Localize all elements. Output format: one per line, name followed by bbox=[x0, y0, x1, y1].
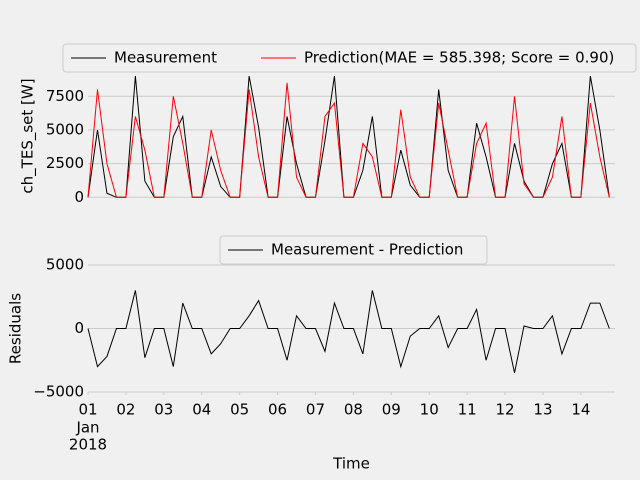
x-tick-label: 02 bbox=[116, 401, 135, 419]
y-axis-label: Residuals bbox=[7, 293, 25, 364]
data-line bbox=[87, 82, 610, 198]
x-tick-label: 04 bbox=[192, 401, 211, 419]
x-tick-label: 09 bbox=[382, 401, 401, 419]
y-tick-label: 0 bbox=[74, 319, 84, 337]
data-line bbox=[87, 75, 610, 198]
y-tick-label: 7500 bbox=[46, 87, 84, 105]
x-tick-label: 12 bbox=[496, 401, 515, 419]
y-tick-label: −5000 bbox=[33, 383, 84, 401]
x-tick-label: 13 bbox=[533, 401, 552, 419]
x-tick-label: 14 bbox=[571, 401, 590, 419]
data-line bbox=[87, 290, 610, 374]
legend-box bbox=[62, 43, 637, 73]
legend-box bbox=[219, 235, 488, 265]
y-tick-label: 0 bbox=[74, 188, 84, 206]
x-tick-label: 11 bbox=[458, 401, 477, 419]
y-tick-label: 2500 bbox=[46, 154, 84, 172]
y-tick-label: 5000 bbox=[46, 256, 84, 274]
x-tick-sublabel: 2018 bbox=[69, 436, 107, 454]
x-axis-label: Time bbox=[332, 455, 370, 473]
x-tick-label: 01 bbox=[78, 401, 97, 419]
x-tick-label: 06 bbox=[268, 401, 287, 419]
legend-label: Prediction(MAE = 585.398; Score = 0.90) bbox=[304, 49, 614, 67]
y-tick-label: 5000 bbox=[46, 120, 84, 138]
x-tick-sublabel: Jan bbox=[75, 419, 99, 437]
x-tick-label: 10 bbox=[420, 401, 439, 419]
x-tick-label: 08 bbox=[344, 401, 363, 419]
x-tick-label: 07 bbox=[306, 401, 325, 419]
legend-label: Measurement - Prediction bbox=[271, 241, 463, 259]
x-tick-label: 05 bbox=[230, 401, 249, 419]
legend-label: Measurement bbox=[114, 49, 217, 67]
x-tick-label: 03 bbox=[154, 401, 173, 419]
y-axis-label: ch_TES_set [W] bbox=[19, 78, 38, 193]
